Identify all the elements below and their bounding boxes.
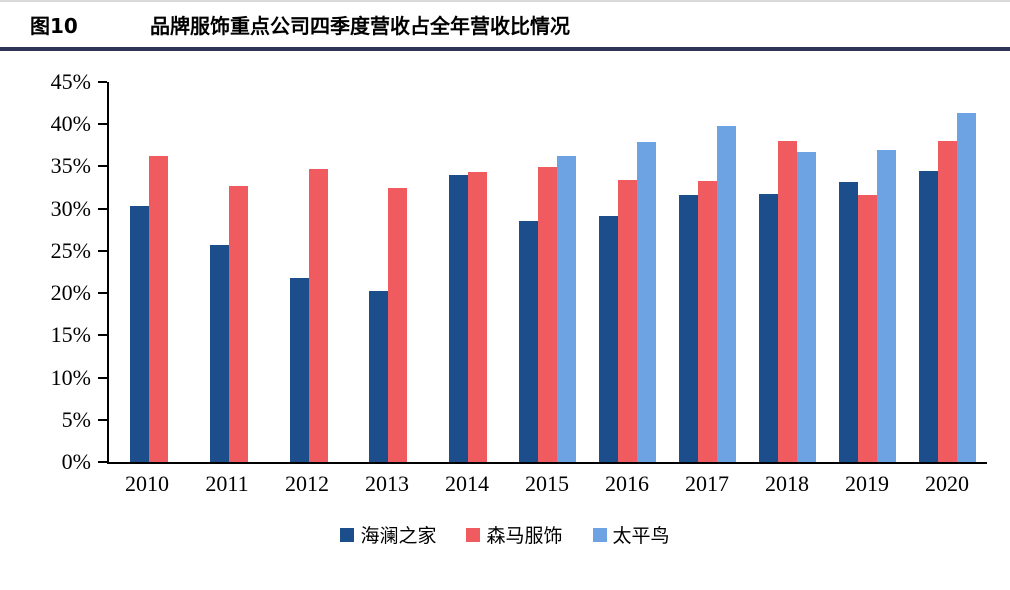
legend-swatch-icon: [592, 527, 607, 542]
bar: [838, 181, 858, 462]
y-tick-label: 15%: [50, 322, 91, 348]
bar-group: [668, 82, 748, 462]
y-tick: [98, 292, 107, 295]
y-tick: [98, 334, 107, 337]
bar: [698, 180, 718, 462]
legend-label: 森马服饰: [486, 525, 563, 547]
bar-group: [588, 82, 668, 462]
figure-label: 图10: [30, 14, 78, 38]
legend-swatch-icon: [340, 527, 355, 542]
y-tick-label: 20%: [50, 280, 91, 306]
bar: [637, 141, 657, 462]
bar: [557, 156, 577, 462]
bar: [209, 244, 229, 462]
x-tick-label: 2010: [125, 471, 169, 496]
bar: [468, 172, 488, 462]
bar: [308, 168, 328, 462]
bar-group: [348, 82, 428, 462]
x-tick-label: 2011: [205, 471, 249, 496]
y-tick-label: 40%: [50, 111, 91, 137]
x-tick-label: 2018: [765, 471, 809, 496]
bar-group: [827, 82, 907, 462]
x-tick-label: 2013: [365, 471, 409, 496]
bar-group: [189, 82, 269, 462]
legend-item: 太平鸟: [592, 521, 670, 548]
y-tick: [98, 376, 107, 379]
bar: [937, 141, 957, 462]
y-tick-label: 10%: [50, 364, 91, 390]
bar: [449, 174, 469, 462]
plot-area: 45% 40% 35% 30% 25% 20% 15% 10% 5% 0%: [51, 71, 987, 473]
y-tick-label: 25%: [50, 237, 91, 263]
bar: [129, 206, 149, 462]
x-tick-label: 2020: [925, 471, 969, 496]
bar: [289, 277, 309, 462]
bar: [918, 170, 938, 462]
y-tick: [98, 81, 107, 83]
x-tick-label: 2019: [845, 471, 889, 496]
bar: [519, 221, 539, 462]
y-tick-label: 35%: [50, 153, 91, 179]
x-tick-label: 2015: [525, 471, 569, 496]
figure-header: 图10 品牌服饰重点公司四季度营收占全年营收比情况: [0, 2, 1010, 38]
y-tick: [98, 249, 107, 252]
x-tick-label: 2014: [445, 471, 489, 496]
legend-item: 森马服饰: [466, 521, 563, 548]
figure-title: 品牌服饰重点公司四季度营收占全年营收比情况: [150, 14, 570, 38]
bar: [796, 152, 816, 462]
bar-group: [269, 82, 349, 462]
bar: [228, 185, 248, 462]
bar: [599, 216, 619, 462]
x-tick-label: 2017: [685, 471, 729, 496]
y-tick: [98, 123, 107, 126]
legend-label: 海澜之家: [360, 525, 437, 547]
bar-group: [907, 82, 987, 462]
bar: [956, 113, 976, 462]
bar-chart: 45% 40% 35% 30% 25% 20% 15% 10% 5% 0% 2010 2011 201…: [51, 71, 987, 495]
bar-group: [109, 82, 189, 462]
x-tick-label: 2016: [605, 471, 649, 496]
y-tick: [98, 418, 107, 421]
y-tick-label: 5%: [61, 406, 91, 432]
bar: [857, 195, 877, 462]
y-tick: [98, 461, 107, 463]
bar-group: [428, 82, 508, 462]
y-tick: [98, 207, 107, 210]
bar: [679, 195, 699, 462]
legend-label: 太平鸟: [612, 525, 670, 547]
y-tick-label: 45%: [50, 69, 91, 94]
y-tick-label: 30%: [50, 195, 91, 221]
bar: [777, 141, 797, 462]
bar: [876, 149, 896, 462]
x-axis: 2010 2011 2012 2013 2014 2015 2016 2017 2018 2019…: [107, 473, 987, 495]
title-divider: [0, 47, 1010, 51]
bar: [758, 194, 778, 462]
bar-groups: [109, 82, 987, 462]
bar-group: [748, 82, 828, 462]
bar: [538, 167, 558, 462]
legend-item: 海澜之家: [340, 521, 436, 548]
chart-legend: 海澜之家 森马服饰 太平鸟: [0, 521, 1010, 548]
legend-swatch-icon: [466, 527, 481, 542]
y-tick: [98, 165, 107, 168]
bar: [618, 179, 638, 462]
bar: [717, 125, 737, 462]
y-tick-label: 0%: [61, 449, 91, 474]
x-tick-label: 2012: [285, 471, 329, 496]
bar: [388, 187, 408, 462]
bar: [148, 156, 168, 462]
bar: [369, 290, 389, 462]
bar-group: [508, 82, 588, 462]
